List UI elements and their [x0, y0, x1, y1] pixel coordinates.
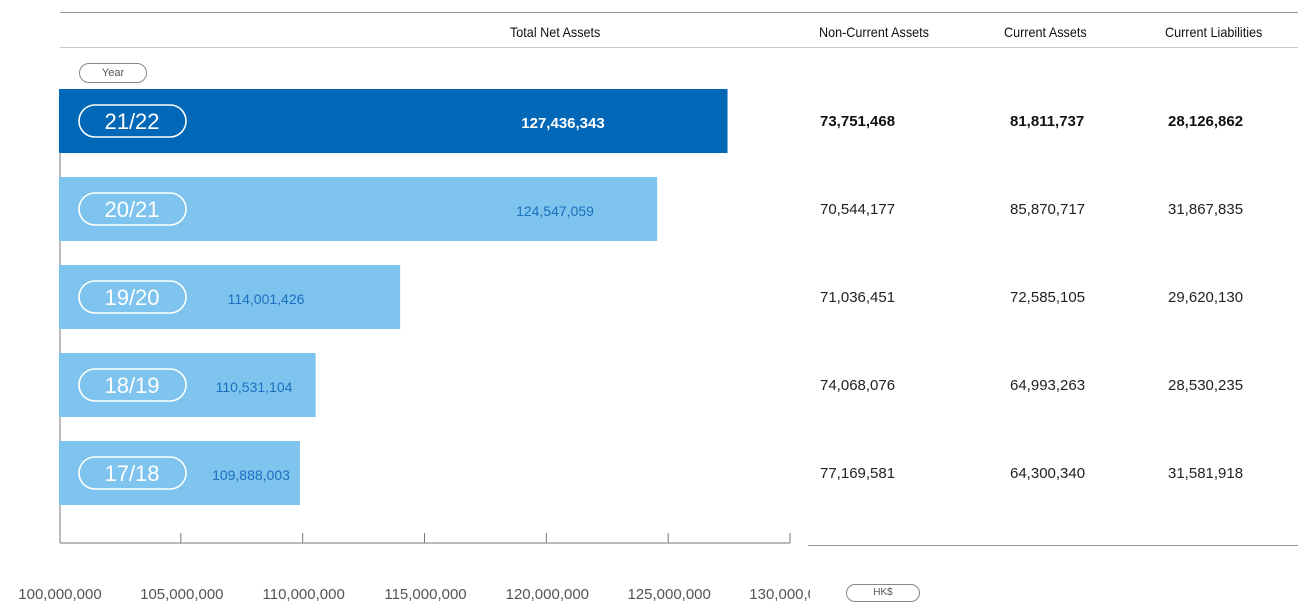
- x-tick-label: 120,000,000: [506, 586, 589, 603]
- top-rule: [60, 12, 1298, 13]
- header-current-assets: Current Assets: [1004, 24, 1087, 40]
- header-non-current-assets: Non-Current Assets: [819, 24, 929, 40]
- header-total-net-assets: Total Net Assets: [510, 24, 601, 40]
- cell-non-current-assets: 73,751,468: [820, 113, 896, 130]
- cell-non-current-assets: 70,544,177: [820, 201, 896, 218]
- cell-current-assets: 64,993,263: [1010, 377, 1086, 394]
- bar: [59, 353, 316, 417]
- cell-current-liabilities: 31,581,918: [1168, 465, 1244, 482]
- cell-current-liabilities: 31,867,835: [1168, 201, 1244, 218]
- cell-non-current-assets: 77,169,581: [820, 465, 896, 482]
- year-label: 17/18: [104, 461, 159, 486]
- bar: [59, 441, 300, 505]
- bar-value-label: 114,001,426: [228, 291, 305, 307]
- bar: [59, 177, 658, 241]
- header-rule: [60, 47, 1298, 48]
- header-current-liabilities: Current Liabilities: [1165, 24, 1263, 40]
- bar: [59, 265, 401, 329]
- year-label: 19/20: [104, 285, 159, 310]
- unit-label-pill: HK$: [846, 584, 920, 602]
- bar-value-label: 109,888,003: [212, 467, 290, 483]
- year-label: 20/21: [104, 197, 159, 222]
- x-tick-label: 130,000,000: [749, 586, 810, 603]
- bar-value-label: 124,547,059: [516, 203, 594, 219]
- table-bottom-rule: [808, 545, 1298, 546]
- cell-current-liabilities: 28,530,235: [1168, 377, 1244, 394]
- year-label-pill: Year: [79, 63, 147, 83]
- year-pill: [78, 456, 187, 490]
- year-pill: [78, 368, 187, 402]
- cell-non-current-assets: 71,036,451: [820, 289, 896, 306]
- x-tick-label: 105,000,000: [140, 586, 223, 603]
- x-tick-label: 100,000,000: [18, 586, 101, 603]
- bar: [59, 89, 728, 153]
- cell-current-assets: 72,585,105: [1010, 289, 1086, 306]
- year-pill: [78, 280, 187, 314]
- bar-value-label: 127,436,343: [521, 115, 604, 132]
- year-label: 21/22: [104, 109, 159, 134]
- year-pill: [78, 104, 187, 138]
- x-tick-label: 110,000,000: [263, 586, 345, 603]
- cell-current-assets: 85,870,717: [1010, 201, 1086, 218]
- x-tick-label: 115,000,000: [384, 586, 466, 603]
- year-pill: [78, 192, 187, 226]
- cell-current-liabilities: 29,620,130: [1168, 289, 1244, 306]
- bar-value-label: 110,531,104: [216, 379, 293, 395]
- cell-current-liabilities: 28,126,862: [1168, 113, 1244, 130]
- year-label: 18/19: [104, 373, 159, 398]
- cell-current-assets: 64,300,340: [1010, 465, 1086, 482]
- cell-non-current-assets: 74,068,076: [820, 377, 896, 394]
- x-tick-label: 125,000,000: [627, 586, 710, 603]
- bar-chart: 100,000,000 105,000,000 110,000,000 115,000…: [18, 89, 810, 603]
- cell-current-assets: 81,811,737: [1010, 113, 1085, 130]
